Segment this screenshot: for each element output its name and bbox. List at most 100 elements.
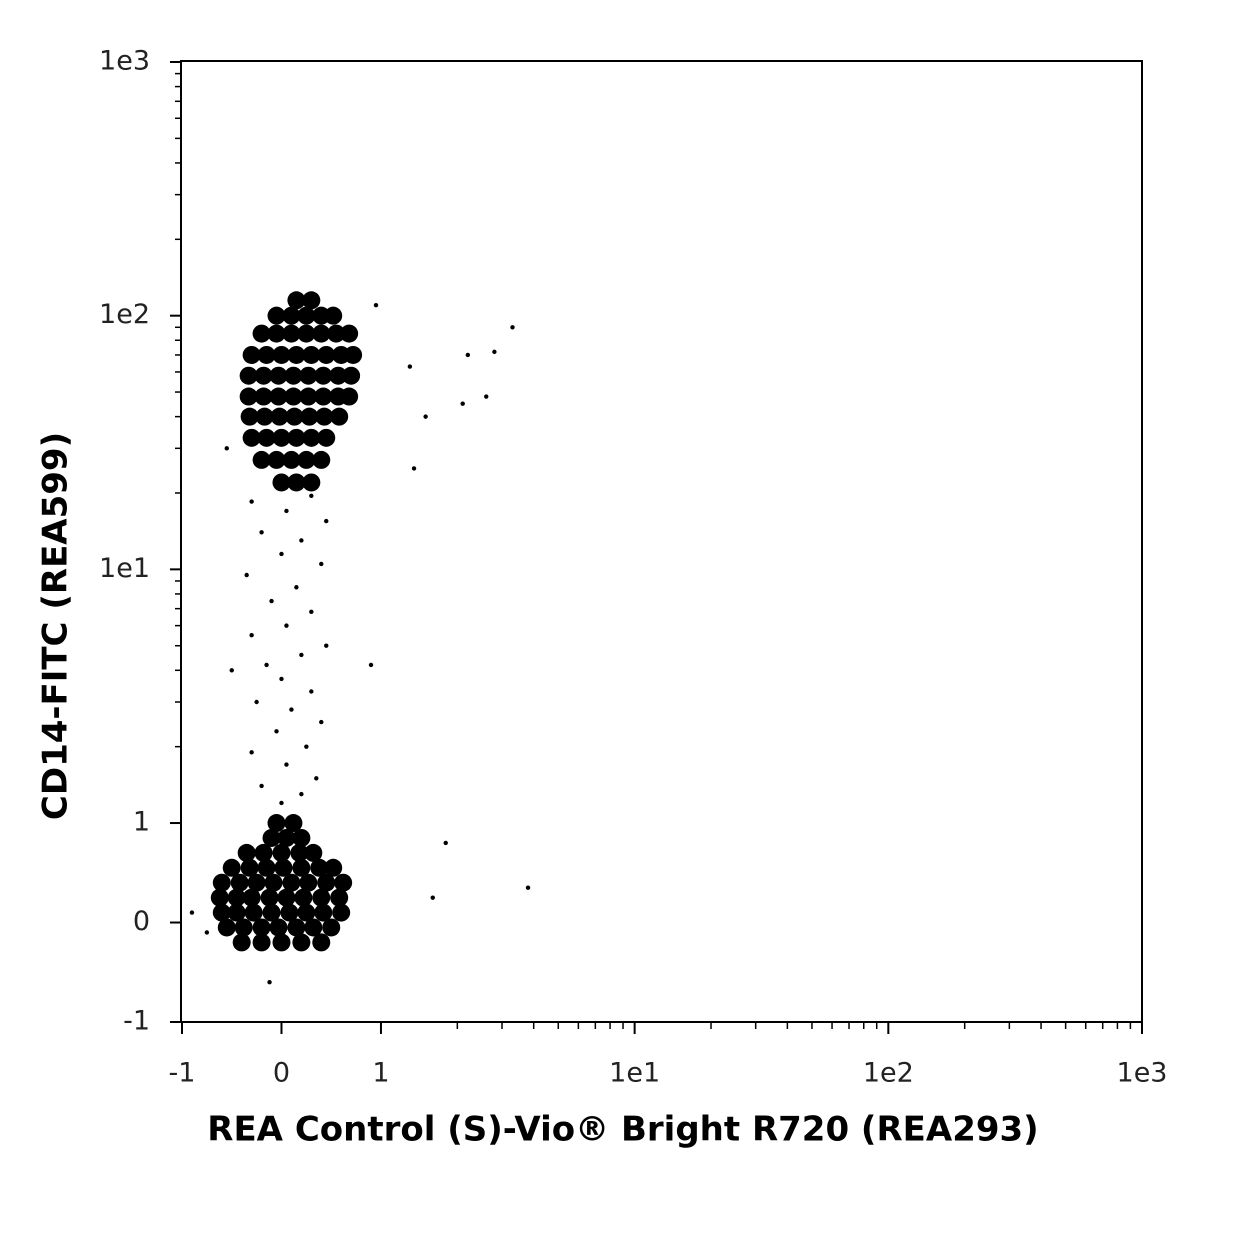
data-point — [312, 450, 331, 469]
data-point — [324, 306, 343, 325]
y-tick-label: 1e3 — [99, 46, 150, 77]
data-point — [287, 473, 306, 492]
data-point — [327, 324, 346, 343]
data-point — [227, 888, 246, 907]
data-point — [272, 473, 291, 492]
data-point — [255, 407, 274, 426]
data-point — [279, 551, 284, 557]
data-point — [254, 699, 259, 705]
data-point — [492, 349, 497, 355]
data-point — [229, 668, 234, 673]
data-point — [267, 814, 286, 833]
data-point — [292, 858, 311, 877]
data-point — [239, 366, 258, 385]
data-point — [222, 858, 241, 877]
data-point — [284, 366, 303, 385]
data-point — [252, 450, 271, 469]
data-point — [297, 903, 316, 922]
data-point — [312, 933, 331, 952]
data-point — [324, 518, 329, 524]
data-point — [368, 662, 374, 668]
x-tick-label: 1e1 — [609, 1058, 660, 1089]
data-point — [272, 428, 291, 447]
data-point — [525, 885, 531, 890]
data-point — [269, 387, 288, 406]
data-point — [210, 888, 229, 907]
data-point — [277, 828, 296, 847]
data-point — [299, 791, 304, 797]
data-point — [304, 918, 323, 937]
data-point — [294, 888, 313, 907]
data-point — [280, 903, 299, 922]
data-point — [257, 345, 276, 364]
x-tick-label: 1 — [372, 1058, 389, 1089]
data-point — [373, 302, 379, 308]
data-point — [252, 933, 271, 952]
data-point — [292, 828, 311, 847]
y-axis-label: CD14-FITC (REA599) — [36, 432, 76, 820]
x-tick-label: 0 — [273, 1058, 290, 1089]
data-point — [299, 387, 318, 406]
y-tick-label: 1e1 — [99, 553, 150, 584]
data-point — [262, 903, 281, 922]
data-point — [217, 918, 236, 937]
data-point — [324, 858, 343, 877]
data-point — [330, 407, 349, 426]
data-point — [319, 561, 324, 567]
data-point — [282, 324, 301, 343]
data-point — [423, 414, 428, 419]
data-point — [259, 783, 264, 789]
data-point — [287, 345, 306, 364]
data-point — [212, 873, 231, 892]
data-point — [309, 689, 314, 694]
y-tick-label: 1 — [133, 807, 150, 838]
y-tick-label: 1e2 — [99, 299, 150, 330]
data-point — [309, 609, 314, 615]
data-point — [244, 903, 263, 922]
data-point — [272, 933, 291, 952]
data-point — [242, 428, 261, 447]
data-point — [324, 643, 329, 648]
data-point — [302, 345, 321, 364]
data-point — [249, 499, 254, 504]
data-point — [314, 387, 333, 406]
data-point — [272, 843, 291, 862]
data-point — [330, 888, 349, 907]
data-point — [240, 858, 259, 877]
data-point — [249, 633, 254, 638]
data-point — [302, 428, 321, 447]
data-point — [484, 394, 489, 399]
data-point — [254, 843, 273, 862]
data-point — [242, 888, 261, 907]
data-point — [299, 652, 304, 658]
data-point — [287, 918, 306, 937]
data-point — [407, 364, 413, 369]
data-point — [317, 345, 336, 364]
data-point — [315, 407, 334, 426]
data-point — [189, 910, 195, 915]
data-point — [257, 858, 276, 877]
data-point — [302, 473, 321, 492]
plot-area — [189, 291, 531, 985]
data-point — [344, 345, 363, 364]
data-point — [267, 450, 286, 469]
data-point — [282, 306, 301, 325]
data-point — [257, 428, 276, 447]
data-point — [204, 930, 210, 935]
data-point — [460, 401, 465, 406]
data-point — [284, 508, 289, 514]
data-point — [317, 873, 336, 892]
data-point — [299, 538, 304, 543]
data-point — [279, 676, 284, 682]
data-point — [267, 980, 272, 985]
data-point — [443, 840, 448, 846]
data-point — [299, 366, 318, 385]
data-point — [312, 888, 331, 907]
data-point — [310, 858, 329, 877]
data-point — [334, 873, 353, 892]
data-point — [232, 933, 251, 952]
data-point — [240, 407, 259, 426]
data-point — [300, 407, 319, 426]
